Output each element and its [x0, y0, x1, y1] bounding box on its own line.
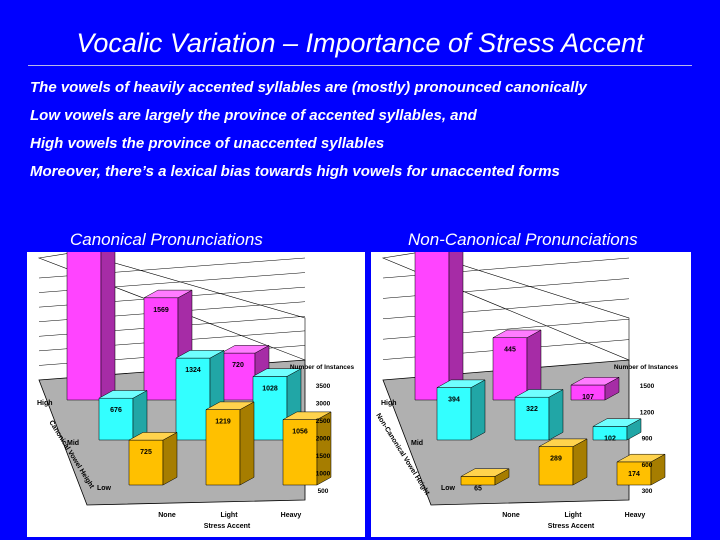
bullet-4: Moreover, there’s a lexical bias towards…	[30, 163, 560, 180]
y-tick-label: 1500	[316, 453, 331, 460]
bar-low-none	[460, 476, 496, 486]
bar-high-none	[66, 252, 102, 401]
bar-value-label: 1056	[292, 429, 308, 436]
x-axis-label: Stress Accent	[548, 523, 595, 530]
row-label-mid: Mid	[411, 440, 423, 447]
x-tick-label: None	[502, 512, 520, 519]
bar-top	[128, 432, 178, 441]
bar-value-label: 289	[550, 456, 562, 463]
bar-low-light	[538, 446, 574, 486]
bar-top	[436, 379, 486, 388]
bar-top	[570, 377, 620, 386]
y-tick-label: 2500	[316, 418, 331, 425]
bar-side	[448, 252, 464, 401]
bar-high-none	[414, 252, 450, 401]
bar-top	[616, 453, 666, 463]
y-tick-label: 300	[642, 488, 653, 495]
x-tick-label: Light	[220, 512, 238, 519]
x-tick-label: Heavy	[281, 512, 302, 519]
row-label-low: Low	[441, 485, 456, 492]
bar-side	[470, 379, 486, 441]
x-tick-label: Light	[564, 512, 582, 519]
bar-top	[592, 418, 642, 427]
y-tick-label: 1000	[316, 471, 331, 478]
row-label-low: Low	[97, 485, 112, 492]
bar-high-heavy	[220, 352, 256, 401]
canonical-chart: HighMidLow306515697206761324102872512191…	[37, 252, 355, 530]
bar-top	[220, 345, 270, 354]
row-label-high: High	[37, 400, 53, 407]
bar-top	[514, 389, 564, 398]
bar-value-label: 107	[582, 394, 594, 401]
bar-value-label: 174	[628, 471, 640, 478]
bullet-1: The vowels of heavily accented syllables…	[30, 79, 587, 96]
non-canonical-chart: HighMidLow154244510739432210265289174300…	[374, 252, 679, 530]
bar-top	[460, 468, 510, 477]
bar-value-label: 1219	[215, 419, 231, 426]
y-tick-label: 2000	[316, 436, 331, 443]
bar-mid-light	[514, 396, 550, 441]
bar-value-label: 394	[448, 397, 460, 404]
bar-side	[548, 389, 564, 441]
bar-top	[492, 329, 542, 338]
y-tick-label: 1500	[640, 383, 655, 390]
y-tick-label: 900	[642, 436, 653, 443]
bar-top	[98, 390, 148, 399]
bar-side	[100, 252, 116, 401]
y-tick-label: 1200	[640, 409, 655, 416]
bar-side	[239, 401, 255, 486]
bullet-2: Low vowels are largely the province of a…	[30, 107, 477, 124]
x-axis-label: Stress Accent	[204, 523, 251, 530]
y-axis-label: Number of Instances	[290, 364, 355, 371]
row-label-high: High	[381, 400, 397, 407]
chart-body: HighMidLow154244510739432210265289174300…	[374, 252, 679, 530]
non-canonical-chart-title: Non-Canonical Pronunciations	[408, 230, 638, 249]
y-tick-label: 600	[642, 462, 653, 469]
bar-top	[252, 368, 302, 377]
bar-value-label: 676	[110, 407, 122, 414]
bar-value-label: 102	[604, 435, 616, 442]
bar-top	[175, 350, 225, 359]
bar-value-label: 445	[504, 347, 516, 354]
title-divider	[28, 65, 692, 66]
bar-top	[282, 411, 332, 420]
bar-side	[162, 431, 178, 486]
bar-value-label: 1569	[153, 307, 169, 314]
bar-top	[143, 289, 193, 299]
y-axis-label: Number of Instances	[614, 364, 679, 371]
bar-mid-none	[436, 387, 472, 441]
bar-top	[205, 401, 255, 410]
row-label-mid: Mid	[67, 440, 79, 447]
slide-title: Vocalic Variation – Importance of Stress…	[76, 28, 644, 58]
bar-value-label: 1028	[262, 385, 278, 392]
non-canonical-chart-panel: HighMidLow154244510739432210265289174300…	[371, 252, 691, 537]
y-tick-label: 3500	[316, 383, 331, 390]
canonical-chart-panel: HighMidLow306515697206761324102872512191…	[27, 252, 365, 537]
bar-value-label: 720	[232, 362, 244, 369]
bar-value-label: 725	[140, 449, 152, 456]
x-tick-label: Heavy	[625, 512, 646, 519]
y-tick-label: 3000	[316, 401, 331, 408]
bar-top	[538, 438, 588, 447]
y-tick-label: 500	[318, 488, 329, 495]
bar-value-label: 65	[474, 485, 482, 492]
x-tick-label: None	[158, 512, 176, 519]
bar-mid-none	[98, 397, 134, 441]
canonical-chart-title: Canonical Pronunciations	[70, 230, 263, 249]
chart-body: HighMidLow306515697206761324102872512191…	[37, 252, 355, 530]
bar-side	[572, 438, 588, 486]
bar-low-none	[128, 439, 164, 486]
bar-value-label: 1324	[185, 367, 201, 374]
bar-value-label: 322	[526, 406, 538, 413]
bullet-3: High vowels the province of unaccented s…	[30, 135, 385, 152]
